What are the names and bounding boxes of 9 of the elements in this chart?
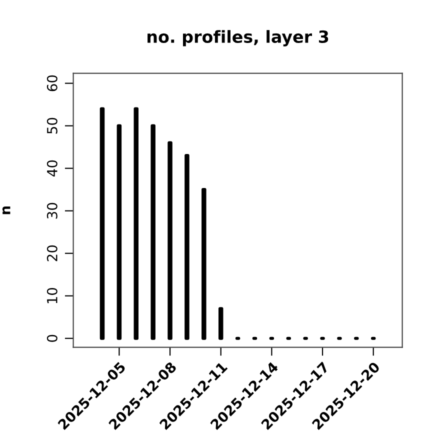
- y-tick-label: 60: [46, 75, 58, 92]
- y-tick-label: 10: [46, 288, 58, 304]
- y-tick-label: 40: [46, 160, 58, 176]
- y-tick-label: 50: [46, 118, 58, 134]
- y-axis-title: n: [2, 206, 10, 214]
- y-tick-label: 0: [46, 334, 58, 342]
- chart-title: no. profiles, layer 3: [148, 30, 328, 46]
- y-tick-label: 20: [46, 245, 58, 262]
- y-tick-label: 30: [46, 202, 58, 219]
